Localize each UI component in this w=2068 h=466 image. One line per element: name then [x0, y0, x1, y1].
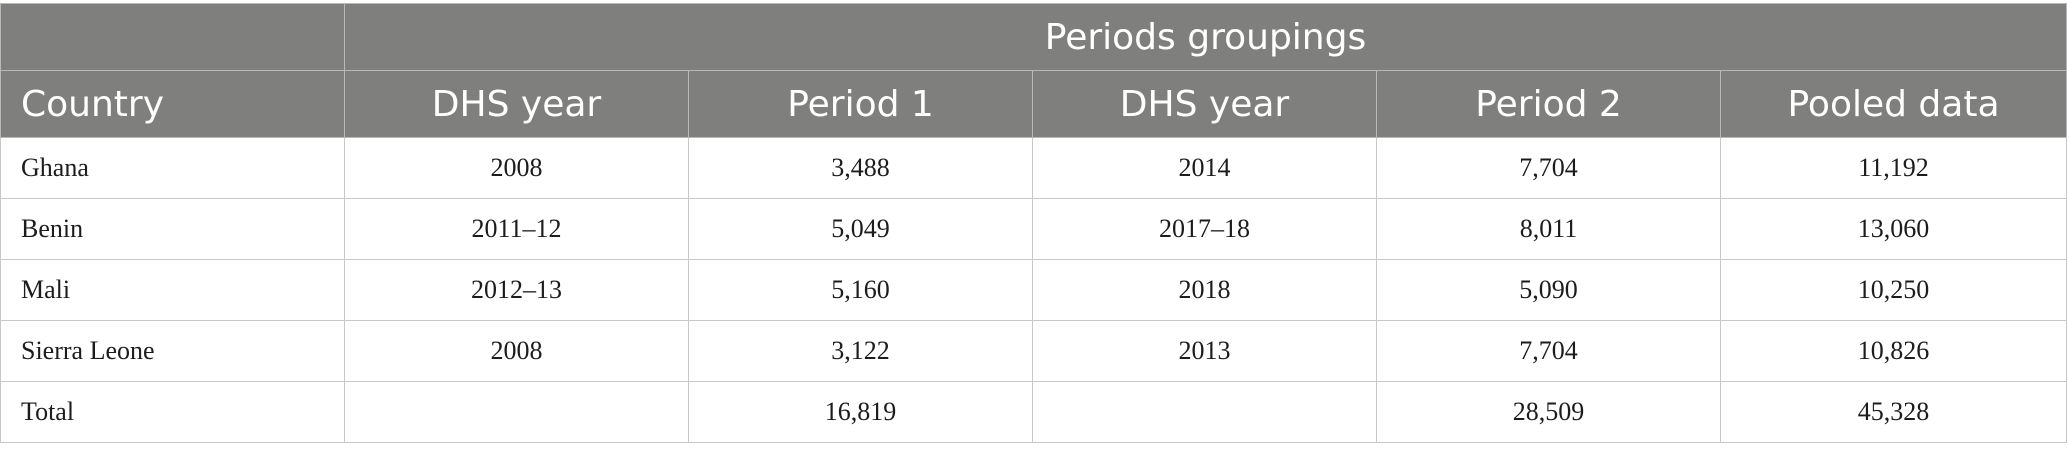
- cell-period-2: 7,704: [1376, 320, 1721, 382]
- cell-dhs-year-1: 2008: [344, 137, 689, 199]
- cell-period-1: 3,122: [688, 320, 1033, 382]
- column-header-dhs-year-2: DHS year: [1032, 70, 1377, 138]
- cell-period-2: 28,509: [1376, 381, 1721, 443]
- column-header-pooled-data: Pooled data: [1719, 70, 2068, 138]
- cell-dhs-year-2: 2017–18: [1032, 198, 1377, 260]
- column-header-country: Country: [0, 70, 345, 138]
- column-header-period-2: Period 2: [1376, 70, 1721, 138]
- cell-dhs-year-2: 2018: [1032, 259, 1377, 321]
- table-row: Ghana 2008 3,488 2014 7,704 11,192: [0, 137, 2068, 199]
- group-header-periods-groupings: Periods groupings: [343, 3, 2068, 71]
- table-row: Mali 2012–13 5,160 2018 5,090 10,250: [0, 259, 2068, 321]
- cell-dhs-year-1: 2008: [344, 320, 689, 382]
- cell-dhs-year-1: 2011–12: [344, 198, 689, 260]
- cell-dhs-year-2: 2014: [1032, 137, 1377, 199]
- cell-period-1: 16,819: [688, 381, 1033, 443]
- cell-pooled-data: 10,250: [1719, 259, 2068, 321]
- cell-period-2: 7,704: [1376, 137, 1721, 199]
- cell-pooled-data: 13,060: [1719, 198, 2068, 260]
- table-header: Periods groupings Country DHS year Perio…: [0, 3, 2068, 138]
- cell-period-1: 3,488: [688, 137, 1033, 199]
- cell-period-1: 5,160: [688, 259, 1033, 321]
- cell-period-2: 8,011: [1376, 198, 1721, 260]
- table-row-total: Total 16,819 28,509 45,328: [0, 381, 2068, 443]
- table-row: Sierra Leone 2008 3,122 2013 7,704 10,82…: [0, 320, 2068, 382]
- cell-country: Sierra Leone: [0, 320, 345, 382]
- cell-period-2: 5,090: [1376, 259, 1721, 321]
- cell-pooled-data: 10,826: [1719, 320, 2068, 382]
- cell-country: Benin: [0, 198, 345, 260]
- cell-pooled-data: 45,328: [1719, 381, 2068, 443]
- cell-period-1: 5,049: [688, 198, 1033, 260]
- cell-dhs-year-1: 2012–13: [344, 259, 689, 321]
- cell-country: Mali: [0, 259, 345, 321]
- column-header-period-1: Period 1: [688, 70, 1033, 138]
- cell-dhs-year-2: [1032, 381, 1377, 443]
- cell-dhs-year-1: [344, 381, 689, 443]
- cell-country: Ghana: [0, 137, 345, 199]
- column-header-row: Country DHS year Period 1 DHS year Perio…: [0, 70, 2068, 138]
- column-header-dhs-year-1: DHS year: [344, 70, 689, 138]
- data-table-container: Periods groupings Country DHS year Perio…: [0, 3, 2068, 443]
- cell-dhs-year-2: 2013: [1032, 320, 1377, 382]
- periods-table: Periods groupings Country DHS year Perio…: [0, 3, 2068, 443]
- cell-country: Total: [0, 381, 345, 443]
- group-header-empty-cell: [0, 3, 345, 71]
- cell-pooled-data: 11,192: [1719, 137, 2068, 199]
- group-header-row: Periods groupings: [0, 3, 2068, 71]
- table-body: Ghana 2008 3,488 2014 7,704 11,192 Benin…: [0, 137, 2068, 443]
- table-row: Benin 2011–12 5,049 2017–18 8,011 13,060: [0, 198, 2068, 260]
